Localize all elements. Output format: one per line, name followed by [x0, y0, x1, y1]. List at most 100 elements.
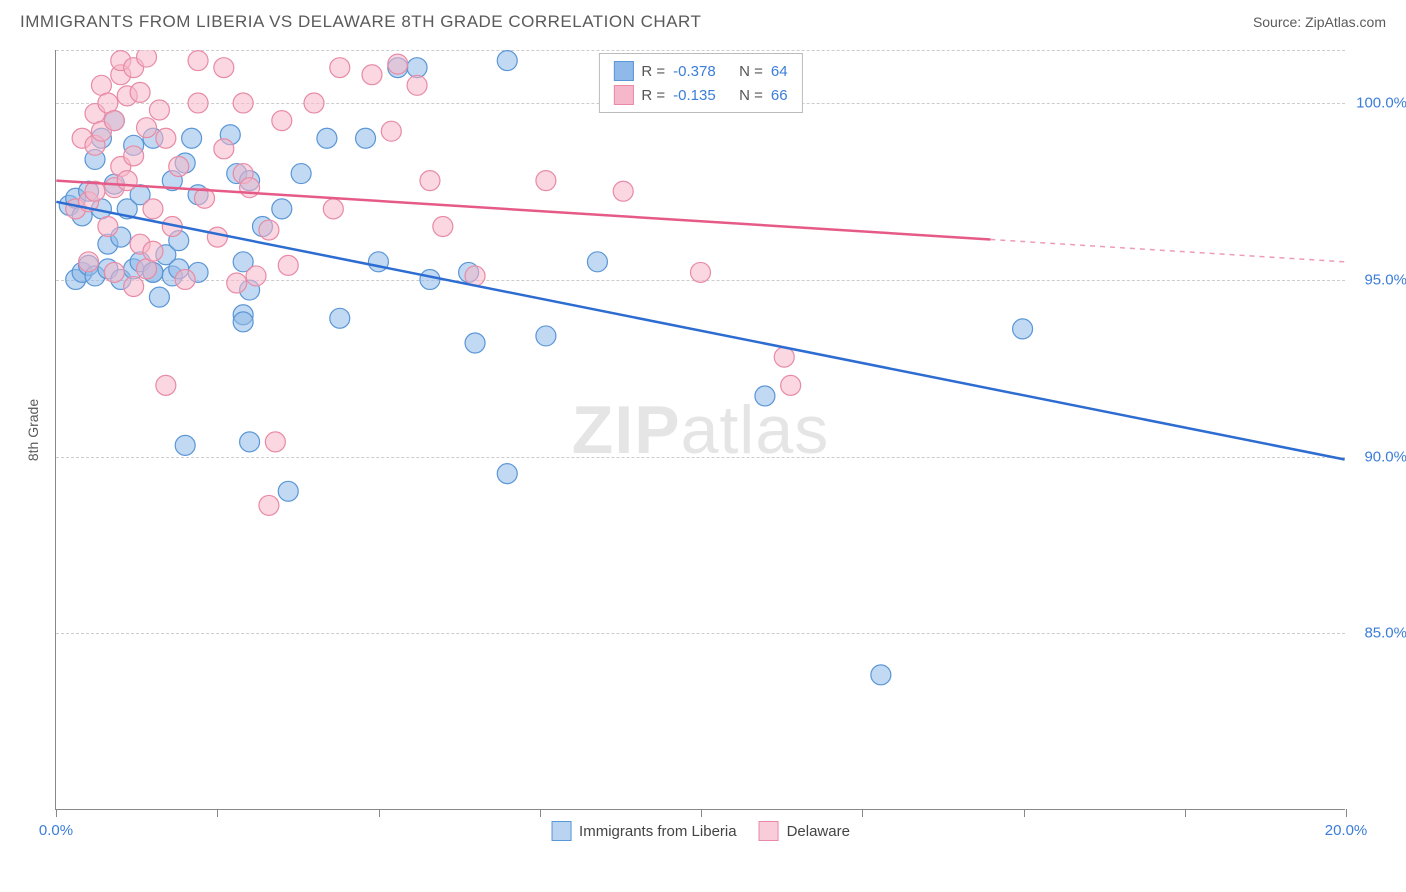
data-point [137, 118, 157, 138]
data-point [259, 495, 279, 515]
legend-row-delaware: R = -0.135 N = 66 [613, 83, 787, 107]
data-point [156, 375, 176, 395]
swatch-delaware-bottom [759, 821, 779, 841]
data-point [188, 51, 208, 71]
data-point [362, 65, 382, 85]
data-point [207, 227, 227, 247]
correlation-legend: R = -0.378 N = 64 R = -0.135 N = 66 [598, 53, 802, 113]
x-tick [1024, 809, 1025, 817]
data-point [124, 277, 144, 297]
data-point [169, 157, 189, 177]
data-point [175, 269, 195, 289]
data-point [536, 171, 556, 191]
legend-item-liberia: Immigrants from Liberia [551, 821, 737, 841]
legend-n-label: N = [739, 63, 763, 80]
data-point [330, 308, 350, 328]
data-point [381, 121, 401, 141]
data-point [323, 199, 343, 219]
data-point [407, 58, 427, 78]
x-tick-label: 0.0% [39, 822, 73, 839]
legend-r-label: R = [641, 87, 665, 104]
data-point [420, 171, 440, 191]
data-point [137, 259, 157, 279]
trend-line-dashed [990, 239, 1344, 261]
data-point [233, 312, 253, 332]
data-point [98, 93, 118, 113]
x-tick [217, 809, 218, 817]
data-point [755, 386, 775, 406]
data-point [407, 75, 427, 95]
x-tick [379, 809, 380, 817]
legend-n-value: 66 [771, 87, 788, 104]
y-tick-label: 95.0% [1364, 271, 1406, 288]
data-point [143, 241, 163, 261]
data-point [433, 217, 453, 237]
data-point [104, 262, 124, 282]
x-tick [540, 809, 541, 817]
swatch-delaware [613, 85, 633, 105]
data-point [272, 199, 292, 219]
y-tick-label: 90.0% [1364, 448, 1406, 465]
data-point [272, 111, 292, 131]
data-point [265, 432, 285, 452]
legend-r-value: -0.135 [673, 87, 731, 104]
legend-item-delaware: Delaware [759, 821, 850, 841]
data-point [124, 146, 144, 166]
y-tick-label: 100.0% [1356, 95, 1406, 112]
data-point [317, 128, 337, 148]
data-point [104, 111, 124, 131]
data-point [613, 181, 633, 201]
data-point [240, 432, 260, 452]
x-tick-label: 20.0% [1325, 822, 1368, 839]
data-point [291, 164, 311, 184]
data-point [871, 665, 891, 685]
data-point [420, 269, 440, 289]
data-point [774, 347, 794, 367]
y-axis-title: 8th Grade [25, 399, 41, 461]
legend-label: Delaware [787, 823, 850, 840]
data-point [388, 54, 408, 74]
data-point [691, 262, 711, 282]
data-point [182, 128, 202, 148]
data-point [356, 128, 376, 148]
data-point [259, 220, 279, 240]
x-tick [1185, 809, 1186, 817]
data-point [214, 139, 234, 159]
data-point [587, 252, 607, 272]
data-point [1013, 319, 1033, 339]
legend-r-label: R = [641, 63, 665, 80]
data-point [233, 93, 253, 113]
data-point [149, 287, 169, 307]
data-point [98, 217, 118, 237]
data-point [781, 375, 801, 395]
x-tick [56, 809, 57, 817]
legend-bottom: Immigrants from Liberia Delaware [551, 821, 850, 841]
y-tick-label: 85.0% [1364, 625, 1406, 642]
trend-line [56, 202, 1344, 460]
x-tick [862, 809, 863, 817]
data-point [79, 252, 99, 272]
data-point [536, 326, 556, 346]
legend-r-value: -0.378 [673, 63, 731, 80]
data-point [304, 93, 324, 113]
x-tick [701, 809, 702, 817]
data-point [156, 128, 176, 148]
data-point [117, 171, 137, 191]
data-point [143, 199, 163, 219]
data-point [130, 82, 150, 102]
data-point [188, 93, 208, 113]
source-label: Source: ZipAtlas.com [1253, 14, 1386, 30]
legend-n-label: N = [739, 87, 763, 104]
legend-n-value: 64 [771, 63, 788, 80]
data-point [497, 51, 517, 71]
data-point [214, 58, 234, 78]
data-point [278, 255, 298, 275]
data-point [246, 266, 266, 286]
chart-area: R = -0.378 N = 64 R = -0.135 N = 66 ZIPa… [55, 50, 1345, 810]
data-point [240, 178, 260, 198]
data-point [149, 100, 169, 120]
data-point [330, 58, 350, 78]
swatch-liberia-bottom [551, 821, 571, 841]
swatch-liberia [613, 61, 633, 81]
legend-label: Immigrants from Liberia [579, 823, 737, 840]
